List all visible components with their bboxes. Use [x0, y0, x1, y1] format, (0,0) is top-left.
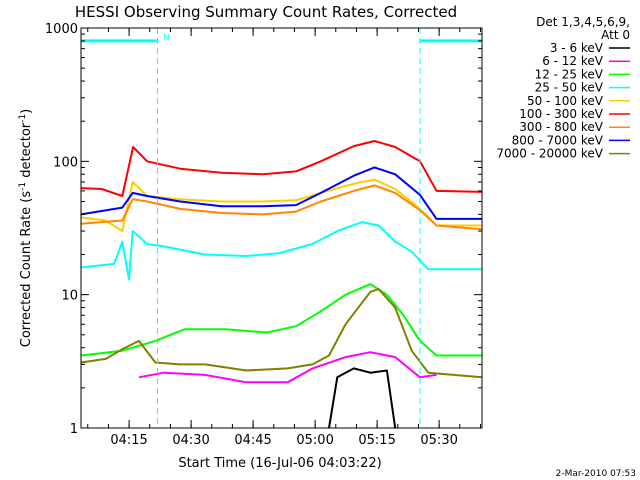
x-tick-label-5: 05:30 — [420, 433, 457, 448]
y-tick-label-3: 1000 — [45, 22, 78, 37]
legend-label-6: 300 - 800 keV — [519, 120, 603, 134]
x-tick-label-2: 04:45 — [234, 433, 271, 448]
axis-ticks: 1 10 100 1000 04:15 04:30 04:45 05:00 05:15 05:30 — [45, 22, 482, 448]
series-line-5 — [80, 140, 483, 197]
series-line-1 — [138, 351, 437, 384]
y-axis-label: Corrected Count Rate (s-1 detector-1) — [18, 109, 34, 347]
legend-label-3: 25 - 50 keV — [535, 81, 604, 95]
legend-label-7: 800 - 7000 keV — [512, 133, 604, 147]
legend-header-line1: Det 1,3,4,5,6,9, — [536, 15, 630, 29]
svg-text:Corrected Count Rate (s-1 dete: Corrected Count Rate (s-1 detector-1) — [18, 109, 34, 347]
series-layer — [80, 140, 483, 429]
series-line-0 — [328, 367, 397, 429]
series-line-6 — [80, 184, 483, 231]
y-axis-label-sup2: -1 — [18, 114, 28, 123]
y-axis-label-sup1: -1 — [18, 182, 28, 191]
series-line-4 — [80, 178, 482, 233]
x-axis-label: Start Time (16-Jul-06 04:03:22) — [178, 456, 381, 471]
legend-label-0: 3 - 6 keV — [550, 41, 604, 55]
series-line-3 — [80, 221, 482, 281]
x-tick-label-0: 04:15 — [110, 433, 147, 448]
y-tick-label-0: 1 — [70, 422, 78, 437]
legend-label-8: 7000 - 20000 keV — [496, 147, 603, 161]
y-tick-label-2: 100 — [53, 155, 78, 170]
legend-header-line2: Att 0 — [601, 28, 630, 42]
x-tick-label-1: 04:30 — [172, 433, 209, 448]
legend-label-2: 12 - 25 keV — [535, 67, 604, 81]
night-marker-N: N — [163, 33, 169, 42]
y-axis-label-mid: detector — [19, 122, 34, 182]
y-tick-label-1: 10 — [61, 289, 78, 304]
series-line-2 — [80, 283, 482, 357]
series-line-7 — [80, 288, 483, 379]
footer-date: 2-Mar-2010 07:53 — [556, 469, 636, 479]
legend-label-1: 6 - 12 keV — [542, 54, 604, 68]
y-axis-label-main: Corrected Count Rate (s — [19, 191, 34, 348]
plot-frame — [80, 27, 483, 429]
legend-label-4: 50 - 100 keV — [527, 94, 604, 108]
x-tick-label-3: 05:00 — [296, 433, 333, 448]
chart-title: HESSI Observing Summary Count Rates, Cor… — [75, 3, 457, 21]
x-tick-label-4: 05:15 — [358, 433, 395, 448]
series-line-8 — [80, 166, 482, 220]
legend-label-5: 100 - 300 keV — [519, 107, 603, 121]
y-axis-label-end: ) — [19, 109, 34, 114]
